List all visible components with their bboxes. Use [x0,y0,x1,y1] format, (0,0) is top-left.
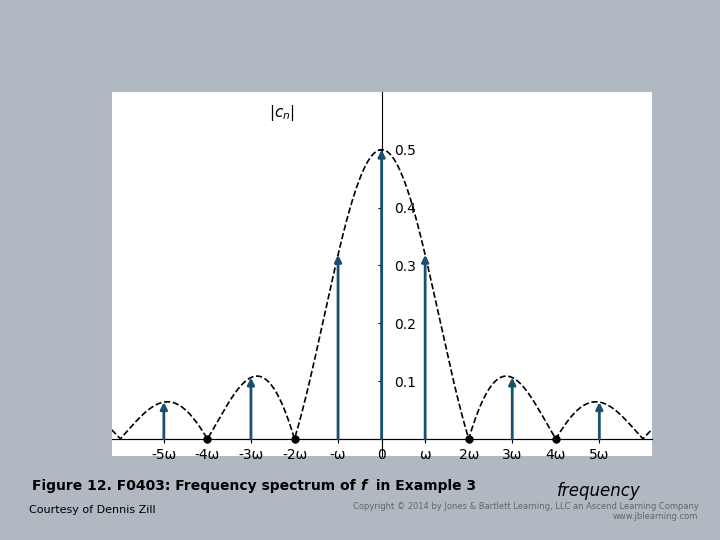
Text: in Example 3: in Example 3 [371,479,476,493]
Text: Courtesy of Dennis Zill: Courtesy of Dennis Zill [29,505,156,515]
Text: $|c_n|$: $|c_n|$ [269,103,294,123]
Text: Figure 12. F0403: Frequency spectrum of: Figure 12. F0403: Frequency spectrum of [32,479,360,493]
Text: Copyright © 2014 by Jones & Bartlett Learning, LLC an Ascend Learning Company
ww: Copyright © 2014 by Jones & Bartlett Lea… [353,502,698,521]
Text: f: f [360,479,366,493]
Text: frequency: frequency [557,482,641,500]
